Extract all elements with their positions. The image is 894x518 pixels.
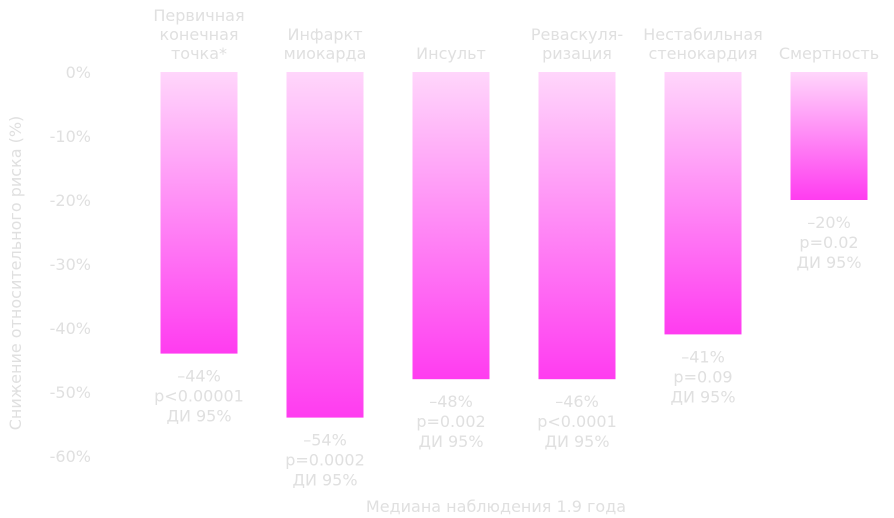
- y-axis-ticks: 0% -10% -20% -30% -40% -50% -60%: [50, 63, 91, 466]
- data-label: –54% p=0.0002 ДИ 95%: [285, 431, 365, 490]
- category-label: Первичная конечная точка*: [153, 6, 244, 63]
- y-tick-label: -30%: [50, 255, 91, 274]
- data-label: –41% p=0.09 ДИ 95%: [670, 347, 735, 406]
- bar: [538, 72, 616, 380]
- y-tick-label: -40%: [50, 319, 91, 338]
- bar: [286, 72, 364, 418]
- y-tick-label: -60%: [50, 447, 91, 466]
- y-axis-label: Снижение относительного риска (%): [6, 116, 25, 431]
- bar: [664, 72, 742, 335]
- category-label: Нестабильная стенокардия: [643, 25, 763, 63]
- y-tick-label: -20%: [50, 191, 91, 210]
- y-tick-label: -50%: [50, 383, 91, 402]
- category-label: Инфаркт миокарда: [284, 25, 367, 63]
- data-labels: –44% p<0.00001 ДИ 95% –54% p=0.0002 ДИ 95% –48…: [154, 213, 861, 490]
- bar: [790, 72, 868, 200]
- data-label: –44% p<0.00001 ДИ 95%: [154, 367, 244, 426]
- bar: [412, 72, 490, 380]
- y-tick-label: 0%: [66, 63, 91, 82]
- category-label: Смертность: [779, 44, 879, 63]
- data-label: –20% p=0.02 ДИ 95%: [796, 213, 861, 272]
- bars: [160, 72, 868, 418]
- category-label: Инсульт: [416, 44, 486, 63]
- category-labels: Первичная конечная точка* Инфаркт миокарда Ин…: [153, 6, 879, 63]
- bar: [160, 72, 238, 354]
- category-label: Реваскуля-ризация: [531, 25, 623, 63]
- data-label: –48% p=0.002 ДИ 95%: [416, 392, 485, 451]
- x-axis-label: Медиана наблюдения 1.9 года: [366, 497, 626, 516]
- y-tick-label: -10%: [50, 127, 91, 146]
- data-label: –46% p<0.0001 ДИ 95%: [537, 392, 617, 451]
